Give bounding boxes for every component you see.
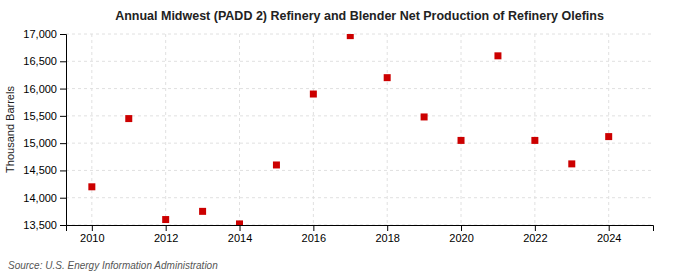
tick-label: 2018: [375, 232, 399, 244]
point: [605, 133, 612, 140]
grid-line-y: [66, 143, 653, 144]
tick-mark: [60, 143, 66, 144]
point: [162, 216, 169, 223]
tick-mark: [60, 225, 66, 226]
tick-label: 14,000: [23, 192, 57, 204]
point: [199, 208, 206, 215]
chart-container: 2010 2012 2014 2016 2018 2020 2022 2024 13,500 14…: [0, 0, 675, 275]
axis-line: [60, 35, 67, 226]
tick: 2020: [449, 225, 473, 244]
point: [494, 52, 501, 59]
grid-line-x: [461, 34, 462, 225]
tick-mark: [461, 225, 462, 231]
tick: 15,000: [23, 137, 66, 149]
point: [531, 137, 538, 144]
tick-label: 15,000: [23, 137, 57, 149]
tick-label: 2012: [154, 232, 178, 244]
y-axis-title: Thousand Barrels: [4, 86, 16, 173]
grid-line-y: [66, 61, 653, 62]
grid-line-y: [66, 197, 653, 198]
tick: 2012: [154, 225, 178, 244]
tick-mark: [387, 225, 388, 231]
marks: [88, 34, 612, 225]
y-axis: 13,500 14,000 14,500 15,000 15,500 16,000 16,5…: [23, 28, 66, 231]
grid-line-x: [534, 34, 535, 225]
grid: [66, 34, 653, 225]
title: Annual Midwest (PADD 2) Refinery and Ble…: [115, 9, 604, 23]
tick-mark: [60, 34, 66, 35]
tick-label: 13,500: [23, 219, 57, 231]
grid-line-x: [239, 34, 240, 225]
tick-label: 16,500: [23, 55, 57, 67]
tick-mark: [92, 225, 93, 231]
tick: 16,500: [23, 55, 66, 67]
tick: 14,500: [23, 164, 66, 176]
tick-mark: [313, 225, 314, 231]
annotation: Source: U.S. Energy Information Administ…: [8, 260, 218, 271]
point: [384, 74, 391, 81]
grid-line-x: [387, 34, 388, 225]
grid-line-y: [66, 170, 653, 171]
tick-label: 15,500: [23, 110, 57, 122]
tick: 17,000: [23, 28, 66, 40]
tick-label: 16,000: [23, 83, 57, 95]
tick: 2024: [597, 225, 621, 244]
tick-mark: [166, 225, 167, 231]
tick-label: 17,000: [23, 28, 57, 40]
tick-mark: [609, 225, 610, 231]
x-axis: 2010 2012 2014 2016 2018 2020 2022 2024: [67, 225, 654, 244]
tick: 14,000: [23, 192, 66, 204]
tick: 16,000: [23, 83, 66, 95]
tick-mark: [60, 89, 66, 90]
tick-mark: [535, 225, 536, 231]
grid-line-y: [66, 88, 653, 89]
tick-mark: [240, 225, 241, 231]
point: [458, 137, 465, 144]
point: [421, 113, 428, 120]
point: [236, 220, 243, 225]
grid-line-x: [165, 34, 166, 225]
grid-line-x: [608, 34, 609, 225]
tick-label: 14,500: [23, 164, 57, 176]
tick: 2022: [523, 225, 547, 244]
axis-line: [67, 226, 654, 232]
grid-line-y: [66, 34, 653, 35]
chart-svg: 2010 2012 2014 2016 2018 2020 2022 2024 13,500 14…: [0, 0, 675, 275]
tick: 2018: [375, 225, 399, 244]
tick-label: 2016: [302, 232, 326, 244]
tick-label: 2010: [80, 232, 104, 244]
plot-area: 2010 2012 2014 2016 2018 2020 2022 2024 13,500 14…: [23, 28, 653, 244]
tick-label: 2022: [523, 232, 547, 244]
grid-line-y: [66, 115, 653, 116]
point: [273, 161, 280, 168]
tick: 2016: [302, 225, 326, 244]
tick: 2014: [228, 225, 252, 244]
tick-mark: [60, 198, 66, 199]
point: [310, 91, 317, 98]
point: [568, 160, 575, 167]
tick-mark: [60, 116, 66, 117]
point: [125, 115, 132, 122]
tick: 15,500: [23, 110, 66, 122]
point: [347, 34, 354, 39]
tick: 13,500: [23, 219, 66, 231]
grid-line-x: [313, 34, 314, 225]
tick-mark: [60, 61, 66, 62]
grid-line-x: [91, 34, 92, 225]
tick-label: 2014: [228, 232, 252, 244]
tick-mark: [60, 170, 66, 171]
tick-label: 2020: [449, 232, 473, 244]
point: [88, 183, 95, 190]
tick-label: 2024: [597, 232, 621, 244]
tick: 2010: [80, 225, 104, 244]
